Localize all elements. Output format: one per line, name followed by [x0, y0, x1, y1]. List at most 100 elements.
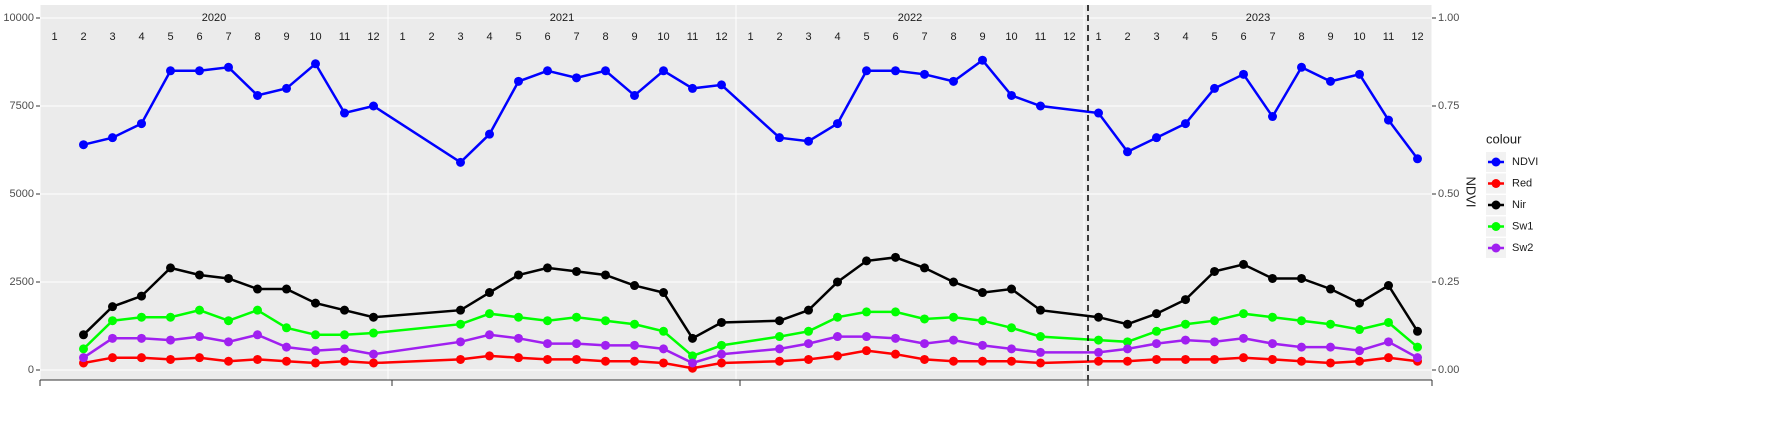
point: [601, 356, 610, 366]
legend-label: Red: [1512, 177, 1532, 189]
month-label: 8: [950, 31, 956, 43]
legend-dot: [1491, 243, 1501, 253]
point: [224, 62, 233, 72]
point: [485, 309, 494, 319]
month-label: 4: [138, 31, 144, 43]
point: [1152, 326, 1161, 336]
legend-dot: [1491, 222, 1501, 231]
point: [1152, 354, 1161, 364]
point: [1181, 295, 1190, 305]
month-label: 6: [544, 31, 550, 43]
point: [514, 312, 523, 322]
point: [1384, 317, 1393, 327]
month-label: 9: [979, 31, 985, 43]
point: [1268, 273, 1277, 283]
point: [340, 356, 349, 366]
point: [340, 344, 349, 354]
month-label: 12: [367, 31, 379, 43]
point: [1297, 356, 1306, 366]
point: [1355, 356, 1364, 366]
point: [340, 330, 349, 340]
point: [108, 333, 117, 343]
point: [1036, 305, 1045, 315]
point: [253, 90, 262, 100]
point: [1239, 69, 1248, 79]
month-label: 7: [225, 31, 231, 43]
point: [949, 76, 958, 86]
month-label: 5: [515, 31, 521, 43]
month-label: 8: [602, 31, 608, 43]
point: [804, 339, 813, 349]
month-label: 5: [863, 31, 869, 43]
point: [833, 351, 842, 361]
point: [253, 305, 262, 315]
point: [1384, 337, 1393, 347]
point: [543, 263, 552, 273]
point: [195, 305, 204, 315]
legend-label: NDVI: [1512, 156, 1538, 168]
point: [1210, 337, 1219, 347]
point: [1007, 284, 1016, 294]
point: [862, 346, 871, 356]
month-label: 10: [1353, 31, 1365, 43]
point: [311, 358, 320, 368]
month-label: 5: [167, 31, 173, 43]
point: [456, 305, 465, 315]
point: [775, 344, 784, 354]
point: [1123, 344, 1132, 354]
point: [920, 354, 929, 364]
point: [1384, 115, 1393, 125]
legend-dot: [1491, 157, 1501, 167]
point: [1036, 101, 1045, 111]
point: [253, 284, 262, 294]
point: [195, 66, 204, 76]
month-label: 5: [1211, 31, 1217, 43]
point: [282, 284, 291, 294]
year-label: 2022: [898, 12, 922, 24]
point: [1326, 284, 1335, 294]
point: [543, 66, 552, 76]
point: [137, 291, 146, 301]
point: [1326, 76, 1335, 86]
point: [775, 356, 784, 366]
point: [108, 133, 117, 143]
month-label: 4: [834, 31, 840, 43]
point: [717, 340, 726, 350]
month-label: 4: [486, 31, 492, 43]
point: [659, 358, 668, 368]
y-tick-label: 2500: [10, 276, 34, 288]
point: [833, 332, 842, 342]
point: [166, 312, 175, 322]
point: [282, 83, 291, 93]
point: [891, 307, 900, 317]
point: [1123, 337, 1132, 347]
point: [1297, 342, 1306, 352]
month-label: 9: [283, 31, 289, 43]
point: [1355, 346, 1364, 356]
y2-tick-label: 0.25: [1438, 276, 1459, 288]
point: [253, 330, 262, 340]
point: [717, 358, 726, 368]
point: [775, 133, 784, 143]
point: [1384, 281, 1393, 291]
point: [311, 298, 320, 308]
point: [1326, 358, 1335, 368]
point: [601, 340, 610, 350]
point: [137, 353, 146, 363]
point: [543, 354, 552, 364]
point: [456, 157, 465, 167]
point: [514, 270, 523, 280]
point: [1210, 354, 1219, 364]
month-label: 3: [457, 31, 463, 43]
month-label: 12: [1411, 31, 1423, 43]
point: [1268, 112, 1277, 122]
month-label: 9: [1327, 31, 1333, 43]
point: [1210, 266, 1219, 276]
point: [108, 316, 117, 326]
point: [862, 332, 871, 342]
point: [1239, 259, 1248, 269]
point: [340, 305, 349, 315]
point: [891, 66, 900, 76]
point: [1007, 344, 1016, 354]
point: [1413, 353, 1422, 363]
